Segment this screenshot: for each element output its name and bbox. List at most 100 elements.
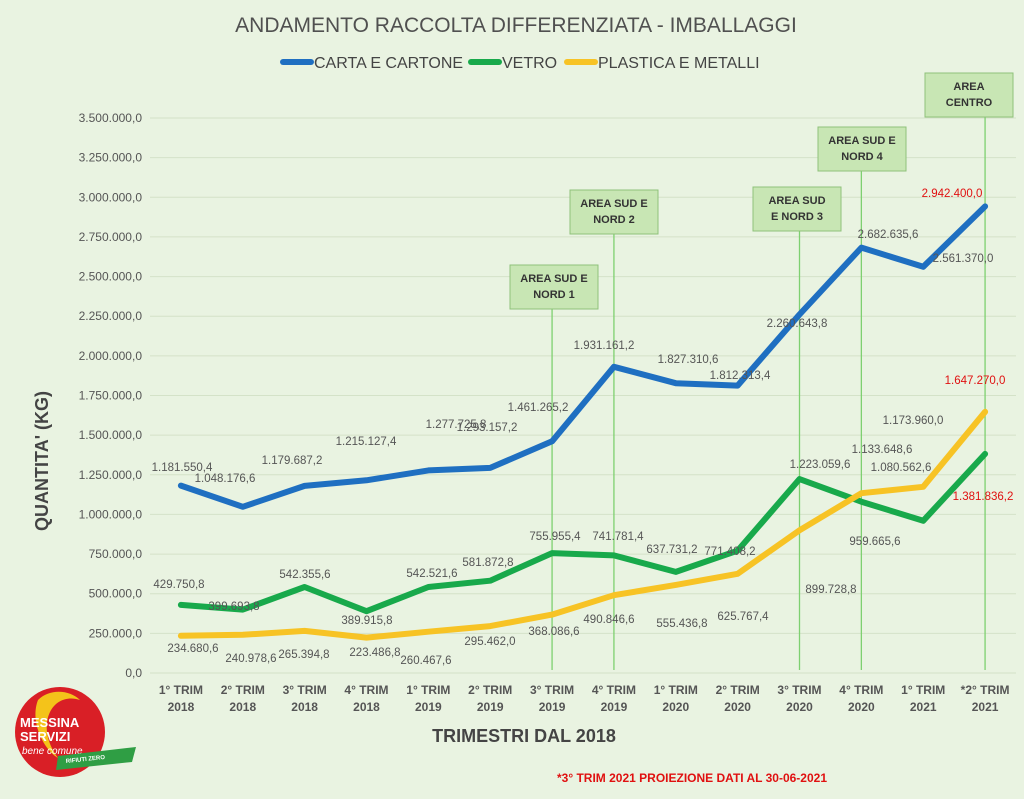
annotation-box (925, 73, 1013, 117)
data-label: 555.436,8 (656, 618, 707, 630)
x-tick-label: 2° TRIM (221, 683, 265, 697)
data-point (611, 364, 616, 369)
data-point (426, 584, 431, 589)
legend: CARTA E CARTONE VETRO PLASTICA E METALLI (283, 55, 760, 72)
data-label: 1.133.648,6 (852, 444, 913, 456)
data-label: 490.846,6 (583, 614, 634, 626)
x-tick-label-year: 2020 (786, 700, 813, 714)
data-point (735, 383, 740, 388)
x-tick-label-year: 2020 (724, 700, 751, 714)
data-point (611, 593, 616, 598)
data-point (302, 628, 307, 633)
data-label: 223.486,8 (349, 647, 400, 659)
legend-label-plastica: PLASTICA E METALLI (598, 55, 760, 72)
y-tick-label: 0,0 (125, 666, 142, 680)
data-point (673, 569, 678, 574)
data-point (921, 518, 926, 523)
data-label: 234.680,6 (167, 643, 218, 655)
data-label: 741.781,4 (592, 531, 644, 543)
data-label: 1.381.836,2 (953, 491, 1014, 503)
y-tick-label: 750.000,0 (89, 547, 143, 561)
data-label: 1.173.960,0 (883, 415, 944, 427)
data-point (797, 528, 802, 533)
x-tick-label: 4° TRIM (839, 683, 883, 697)
data-label: 625.767,4 (717, 611, 769, 623)
data-point (921, 264, 926, 269)
legend-label-vetro: VETRO (502, 55, 557, 72)
data-point (488, 578, 493, 583)
annotation-text: E NORD 3 (771, 211, 823, 223)
data-label: 2.561.370,0 (933, 253, 994, 265)
data-point (983, 204, 988, 209)
x-tick-label: 1° TRIM (159, 683, 203, 697)
x-tick-label-year: 2019 (601, 700, 628, 714)
data-label: 2.682.635,6 (858, 229, 919, 241)
y-tick-label: 2.250.000,0 (79, 309, 143, 323)
data-label: 1.179.687,2 (262, 455, 323, 467)
data-point (550, 551, 555, 556)
x-tick-label-year: 2021 (910, 700, 937, 714)
x-tick-label-year: 2018 (168, 700, 195, 714)
data-point (550, 612, 555, 617)
annotation-text: NORD 2 (593, 214, 635, 226)
y-axis-title: QUANTITA' (KG) (32, 391, 52, 531)
logo-text-messina: MESSINA (20, 715, 80, 730)
y-tick-label: 1.000.000,0 (79, 507, 143, 521)
annotation-text: AREA (953, 81, 984, 93)
data-label: 240.978,6 (225, 653, 276, 665)
data-point (178, 483, 183, 488)
data-label: 389.915,8 (341, 615, 392, 627)
data-point (488, 624, 493, 629)
x-tick-label: 1° TRIM (901, 683, 945, 697)
data-label: 1.223.059,6 (790, 459, 851, 471)
data-point (735, 571, 740, 576)
x-tick-label-year: 2021 (972, 700, 999, 714)
chart-page: 0,0 250.000,0 500.000,0 750.000,0 1.000.000,… (0, 0, 1024, 799)
data-point (550, 439, 555, 444)
x-tick-label: 2° TRIM (468, 683, 512, 697)
data-point (921, 484, 926, 489)
messina-servizi-logo: MESSINA SERVIZI bene comune RIFIUTI ZERO (15, 687, 136, 777)
data-point (178, 602, 183, 607)
data-point (178, 633, 183, 638)
data-point (983, 409, 988, 414)
x-tick-label-year: 2020 (662, 700, 689, 714)
series-line (181, 454, 985, 611)
data-label: 1.080.562,6 (871, 462, 932, 474)
y-tick-label: 2.000.000,0 (79, 349, 143, 363)
x-tick-label-year: 2019 (415, 700, 442, 714)
data-label: 1.293.157,2 (457, 422, 518, 434)
annotation-box (818, 127, 906, 171)
x-tick-label: 1° TRIM (654, 683, 698, 697)
data-label: 2.942.400,0 (922, 188, 983, 200)
x-tick-label: 4° TRIM (344, 683, 388, 697)
data-label: 429.750,8 (153, 579, 204, 591)
footnote: *3° TRIM 2021 PROIEZIONE DATI AL 30-06-2… (557, 771, 827, 785)
y-tick-label: 500.000,0 (89, 587, 143, 601)
x-tick-label-year: 2019 (477, 700, 504, 714)
x-tick-label: 3° TRIM (283, 683, 327, 697)
data-label: 2.260.643,8 (767, 318, 828, 330)
data-label: 959.665,6 (849, 536, 900, 548)
data-point (364, 609, 369, 614)
data-point (240, 632, 245, 637)
data-point (673, 582, 678, 587)
y-tick-label: 1.500.000,0 (79, 428, 143, 442)
data-label: 1.827.310,6 (658, 354, 719, 366)
legend-label-carta: CARTA E CARTONE (314, 55, 463, 72)
data-point (302, 483, 307, 488)
data-point (364, 478, 369, 483)
annotation-text: CENTRO (946, 97, 993, 109)
annotation-box (753, 187, 841, 231)
x-tick-label: 3° TRIM (530, 683, 574, 697)
y-tick-label: 3.000.000,0 (79, 190, 143, 204)
x-tick-label: 2° TRIM (716, 683, 760, 697)
annotation-text: AREA SUD (768, 195, 825, 207)
annotation-text: AREA SUD E (828, 135, 895, 147)
data-point (426, 629, 431, 634)
data-label: 755.955,4 (529, 531, 581, 543)
data-label: 1.461.265,2 (508, 402, 569, 414)
data-label: 295.462,0 (464, 636, 515, 648)
line-chart: 0,0250.000,0500.000,0750.000,01.000.000,… (0, 0, 1024, 799)
data-label: 899.728,8 (805, 584, 856, 596)
